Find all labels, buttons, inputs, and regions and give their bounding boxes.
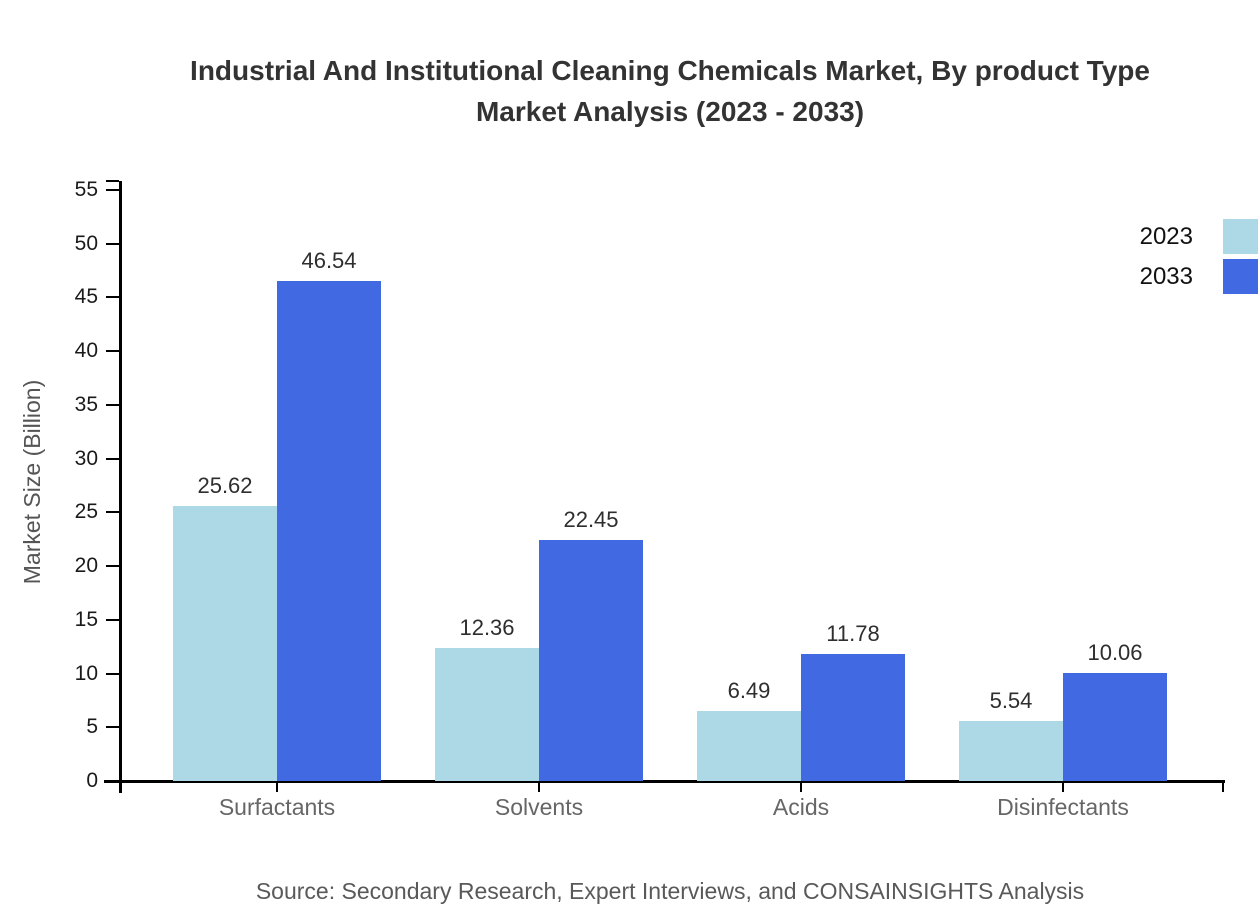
y-tick-label: 45 xyxy=(74,285,98,308)
x-tick-disinfectants xyxy=(1062,781,1064,792)
x-tick-surfactants xyxy=(276,781,278,792)
y-tick-label: 55 xyxy=(74,178,98,201)
bar-solvents-2033 xyxy=(539,540,643,781)
y-tick xyxy=(106,243,119,245)
value-label-acids-2023: 6.49 xyxy=(727,678,771,703)
y-axis-line xyxy=(119,181,122,793)
x-tick-solvents xyxy=(538,781,540,792)
value-label-surfactants-2033: 46.54 xyxy=(301,248,357,273)
x-axis-end-tick xyxy=(1222,781,1224,792)
chart-title: Industrial And Institutional Cleaning Ch… xyxy=(80,50,1260,132)
y-tick-label: 30 xyxy=(74,447,98,470)
y-tick-label: 20 xyxy=(74,554,98,577)
bar-solvents-2023 xyxy=(435,648,539,781)
legend: 2023 2033 xyxy=(1140,219,1258,299)
bar-surfactants-2023 xyxy=(173,506,277,781)
y-tick xyxy=(106,296,119,298)
y-tick xyxy=(106,780,119,782)
bar-acids-2033 xyxy=(801,654,905,781)
x-axis-label-acids: Acids xyxy=(772,794,830,820)
legend-item-2033: 2033 xyxy=(1140,259,1258,294)
bar-surfactants-2033 xyxy=(277,281,381,781)
legend-label-2033: 2033 xyxy=(1139,262,1193,290)
y-tick-label: 5 xyxy=(86,715,98,738)
y-tick-label: 25 xyxy=(74,500,98,523)
y-tick-label: 50 xyxy=(74,232,98,255)
y-tick xyxy=(106,565,119,567)
y-tick xyxy=(106,673,119,675)
bar-acids-2023 xyxy=(697,711,801,781)
y-axis-end-cap xyxy=(106,180,119,182)
y-tick xyxy=(106,189,119,191)
bar-disinfectants-2023 xyxy=(959,721,1063,781)
x-axis-label-surfactants: Surfactants xyxy=(218,794,336,820)
y-tick-label: 10 xyxy=(74,662,98,685)
bar-disinfectants-2033 xyxy=(1063,673,1167,781)
y-tick xyxy=(106,511,119,513)
y-tick xyxy=(106,404,119,406)
chart-title-line2: Market Analysis (2023 - 2033) xyxy=(475,96,865,127)
value-label-surfactants-2023: 25.62 xyxy=(197,473,253,498)
legend-swatch-2033 xyxy=(1223,259,1258,294)
x-axis-label-disinfectants: Disinfectants xyxy=(997,794,1129,820)
legend-swatch-2023 xyxy=(1223,219,1258,254)
legend-label-2023: 2023 xyxy=(1139,222,1193,250)
chart-title-line1: Industrial And Institutional Cleaning Ch… xyxy=(190,55,1150,86)
y-tick-label: 40 xyxy=(74,339,98,362)
y-tick xyxy=(106,619,119,621)
y-tick xyxy=(106,350,119,352)
x-tick-acids xyxy=(800,781,802,792)
x-axis-line xyxy=(104,780,1225,783)
y-tick xyxy=(106,458,119,460)
source-note: Source: Secondary Research, Expert Inter… xyxy=(255,878,1085,904)
value-label-disinfectants-2033: 10.06 xyxy=(1087,640,1143,665)
value-label-disinfectants-2023: 5.54 xyxy=(989,688,1033,713)
y-tick-label: 15 xyxy=(74,608,98,631)
y-tick-label: 0 xyxy=(86,769,98,792)
y-tick xyxy=(106,726,119,728)
value-label-solvents-2023: 12.36 xyxy=(459,615,515,640)
x-axis-label-solvents: Solvents xyxy=(494,794,584,820)
y-tick-label: 35 xyxy=(74,393,98,416)
legend-item-2023: 2023 xyxy=(1140,219,1258,254)
value-label-acids-2033: 11.78 xyxy=(826,621,880,646)
value-label-solvents-2033: 22.45 xyxy=(563,507,619,532)
